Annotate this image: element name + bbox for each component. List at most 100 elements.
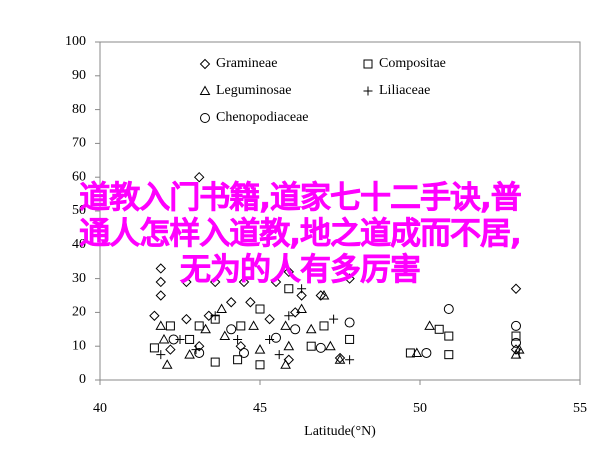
point — [280, 359, 291, 369]
legend-label: Leguminosae — [216, 83, 291, 98]
point — [325, 340, 336, 351]
point — [345, 355, 355, 365]
point — [200, 323, 211, 334]
point — [184, 349, 195, 359]
point — [165, 344, 176, 355]
point — [185, 334, 195, 344]
point — [264, 313, 275, 325]
point — [255, 360, 265, 370]
point — [181, 276, 192, 288]
point — [239, 347, 249, 358]
point — [225, 297, 237, 308]
y-tick-label: 90 — [72, 68, 86, 83]
point — [274, 350, 284, 360]
x-tick-label: 45 — [253, 401, 267, 416]
point — [334, 352, 346, 364]
point — [511, 331, 521, 341]
point — [270, 276, 282, 288]
overlay-line: 无为的人有多厉害 — [180, 252, 422, 289]
point — [226, 324, 237, 335]
point — [280, 320, 291, 330]
legend-label: Liliaceae — [379, 83, 430, 98]
legend-label: Gramineae — [216, 56, 277, 71]
point — [149, 343, 159, 353]
point — [315, 342, 326, 353]
legend-symbol — [199, 58, 211, 70]
legend-symbol — [363, 86, 373, 96]
point — [344, 317, 355, 328]
point — [510, 283, 522, 294]
point — [175, 334, 185, 344]
y-tick-label: 60 — [72, 169, 86, 184]
point — [411, 347, 423, 357]
x-tick-label: 55 — [573, 401, 587, 416]
point — [284, 311, 294, 321]
point — [155, 290, 167, 301]
point — [233, 334, 243, 344]
point — [235, 340, 247, 352]
x-tick-label: 40 — [93, 401, 107, 416]
point — [290, 324, 301, 335]
y-tick-label: 50 — [72, 203, 86, 218]
point — [254, 344, 266, 354]
point — [421, 347, 432, 358]
y-tick-label: 80 — [72, 102, 86, 117]
point — [283, 354, 295, 365]
point — [271, 332, 281, 343]
point — [216, 303, 227, 314]
point — [219, 330, 231, 341]
point — [296, 303, 307, 314]
point — [209, 276, 221, 288]
point — [210, 311, 220, 321]
point — [334, 354, 346, 364]
point — [345, 334, 355, 344]
x-tick-label: 50 — [413, 401, 427, 416]
y-tick-label: 30 — [72, 271, 86, 286]
point — [155, 276, 167, 288]
point — [318, 289, 330, 300]
point — [283, 340, 295, 351]
y-tick-label: 10 — [72, 338, 86, 353]
point — [149, 310, 160, 321]
point — [245, 297, 256, 308]
point — [194, 321, 204, 331]
legend-symbol — [200, 113, 210, 123]
point — [283, 266, 295, 278]
point — [297, 284, 307, 294]
point — [210, 357, 220, 367]
point — [161, 359, 173, 369]
point — [158, 333, 170, 344]
point — [319, 321, 329, 331]
legend-label: Compositae — [379, 56, 446, 71]
x-axis-label: Latitude(°N) — [304, 424, 376, 439]
overlay-line: 通人怎样入道教,地之道成而不居, — [79, 216, 522, 253]
point — [236, 321, 246, 331]
point — [315, 290, 327, 301]
point — [284, 284, 294, 294]
legend-label: Chenopodiaceae — [216, 110, 309, 125]
point — [510, 344, 522, 355]
point — [344, 273, 355, 284]
point — [305, 323, 317, 334]
legend-symbol — [199, 85, 211, 95]
overlay-line: 道教入门书籍,道家七十二手诀,普 — [79, 180, 522, 217]
point — [444, 331, 454, 341]
point — [306, 341, 316, 351]
point — [156, 350, 166, 360]
point — [514, 348, 524, 358]
point — [168, 334, 179, 345]
point — [193, 340, 205, 352]
point — [194, 347, 205, 358]
point — [443, 304, 454, 315]
point — [424, 320, 435, 330]
point — [181, 313, 192, 325]
point — [434, 324, 444, 334]
point — [193, 171, 205, 183]
point — [511, 337, 521, 348]
y-tick-label: 40 — [72, 237, 86, 252]
legend-symbol — [363, 59, 373, 69]
point — [248, 320, 259, 330]
point — [296, 290, 307, 301]
